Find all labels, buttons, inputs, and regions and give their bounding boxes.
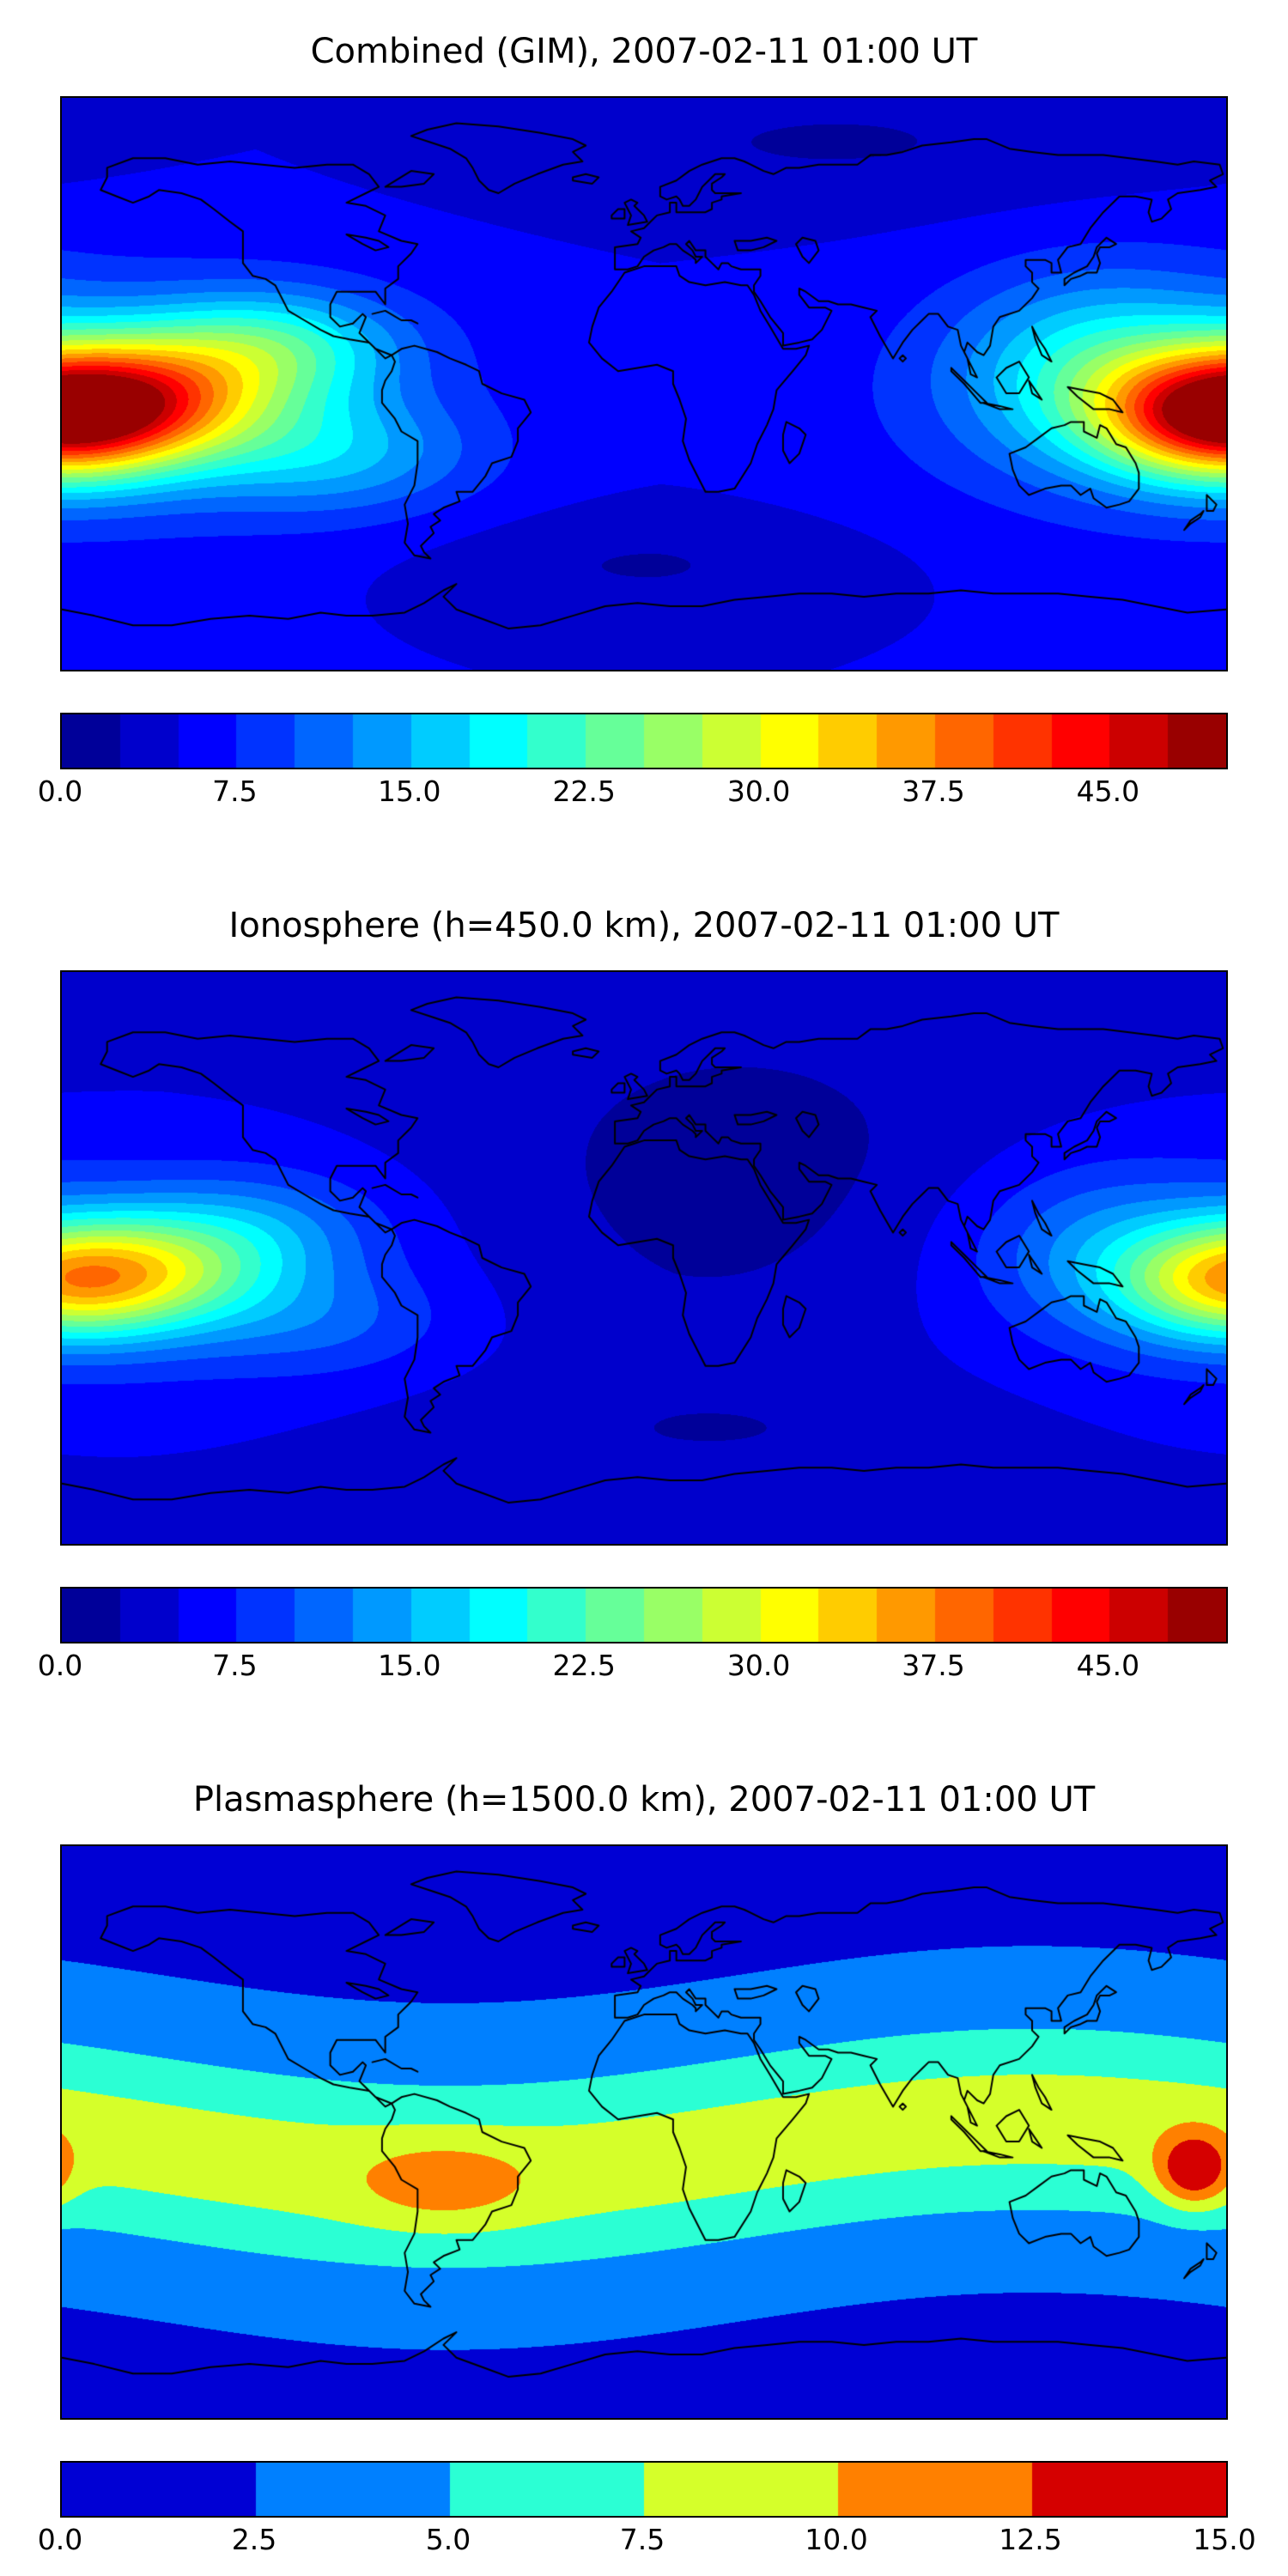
colorbar-ticks-combined: 0.0 7.5 15.0 22.5 30.0 37.5 45.0	[38, 773, 1224, 811]
colorbar-tick-label: 15.0	[378, 775, 441, 808]
colorbar-tick-label: 22.5	[552, 1649, 616, 1682]
colorbar-combined	[60, 713, 1228, 769]
map-canvas-combined	[62, 98, 1226, 670]
map-ionosphere	[60, 970, 1228, 1546]
panel-plasmasphere: Plasmasphere (h=1500.0 km), 2007-02-11 0…	[0, 1779, 1288, 2559]
colorbar-tick-label: 0.0	[37, 775, 83, 808]
colorbar-tick-label: 45.0	[1076, 1649, 1140, 1682]
colorbar-tick-label: 22.5	[552, 775, 616, 808]
colorbar-ionosphere	[60, 1587, 1228, 1643]
panel-title-combined: Combined (GIM), 2007-02-11 01:00 UT	[310, 32, 978, 71]
colorbar-tick-label: 7.5	[619, 2523, 665, 2556]
map-canvas-plasmasphere	[62, 1846, 1226, 2418]
panel-combined-gim: Combined (GIM), 2007-02-11 01:00 UT 0.0 7…	[0, 31, 1288, 811]
map-canvas-ionosphere	[62, 972, 1226, 1544]
colorbar-tick-label: 0.0	[37, 2523, 83, 2556]
colorbar-ticks-plasmasphere: 0.0 2.5 5.0 7.5 10.0 12.5 15.0	[38, 2521, 1256, 2559]
colorbar-tick-label: 5.0	[425, 2523, 471, 2556]
colorbar-tick-label: 15.0	[378, 1649, 441, 1682]
colorbar-tick-label: 45.0	[1076, 775, 1140, 808]
map-combined	[60, 96, 1228, 671]
colorbar-tick-label: 2.5	[231, 2523, 277, 2556]
colorbar-tick-label: 7.5	[212, 1649, 258, 1682]
panel-title-ionosphere: Ionosphere (h=450.0 km), 2007-02-11 01:0…	[228, 906, 1060, 945]
colorbar-ticks-ionosphere: 0.0 7.5 15.0 22.5 30.0 37.5 45.0	[38, 1647, 1224, 1685]
colorbar-tick-label: 37.5	[902, 1649, 965, 1682]
colorbar-tick-label: 37.5	[902, 775, 965, 808]
colorbar-canvas-plasmasphere	[62, 2463, 1226, 2516]
colorbar-canvas-combined	[62, 714, 1226, 768]
colorbar-tick-label: 15.0	[1193, 2523, 1256, 2556]
colorbar-tick-label: 30.0	[726, 775, 791, 808]
colorbar-canvas-ionosphere	[62, 1589, 1226, 1642]
colorbar-tick-label: 30.0	[726, 1649, 791, 1682]
panel-ionosphere: Ionosphere (h=450.0 km), 2007-02-11 01:0…	[0, 905, 1288, 1685]
colorbar-tick-label: 0.0	[37, 1649, 83, 1682]
colorbar-tick-label: 12.5	[999, 2523, 1062, 2556]
panel-title-plasmasphere: Plasmasphere (h=1500.0 km), 2007-02-11 0…	[192, 1780, 1096, 1820]
colorbar-plasmasphere	[60, 2461, 1228, 2518]
colorbar-tick-label: 10.0	[805, 2523, 868, 2556]
colorbar-tick-label: 7.5	[212, 775, 258, 808]
map-plasmasphere	[60, 1844, 1228, 2420]
